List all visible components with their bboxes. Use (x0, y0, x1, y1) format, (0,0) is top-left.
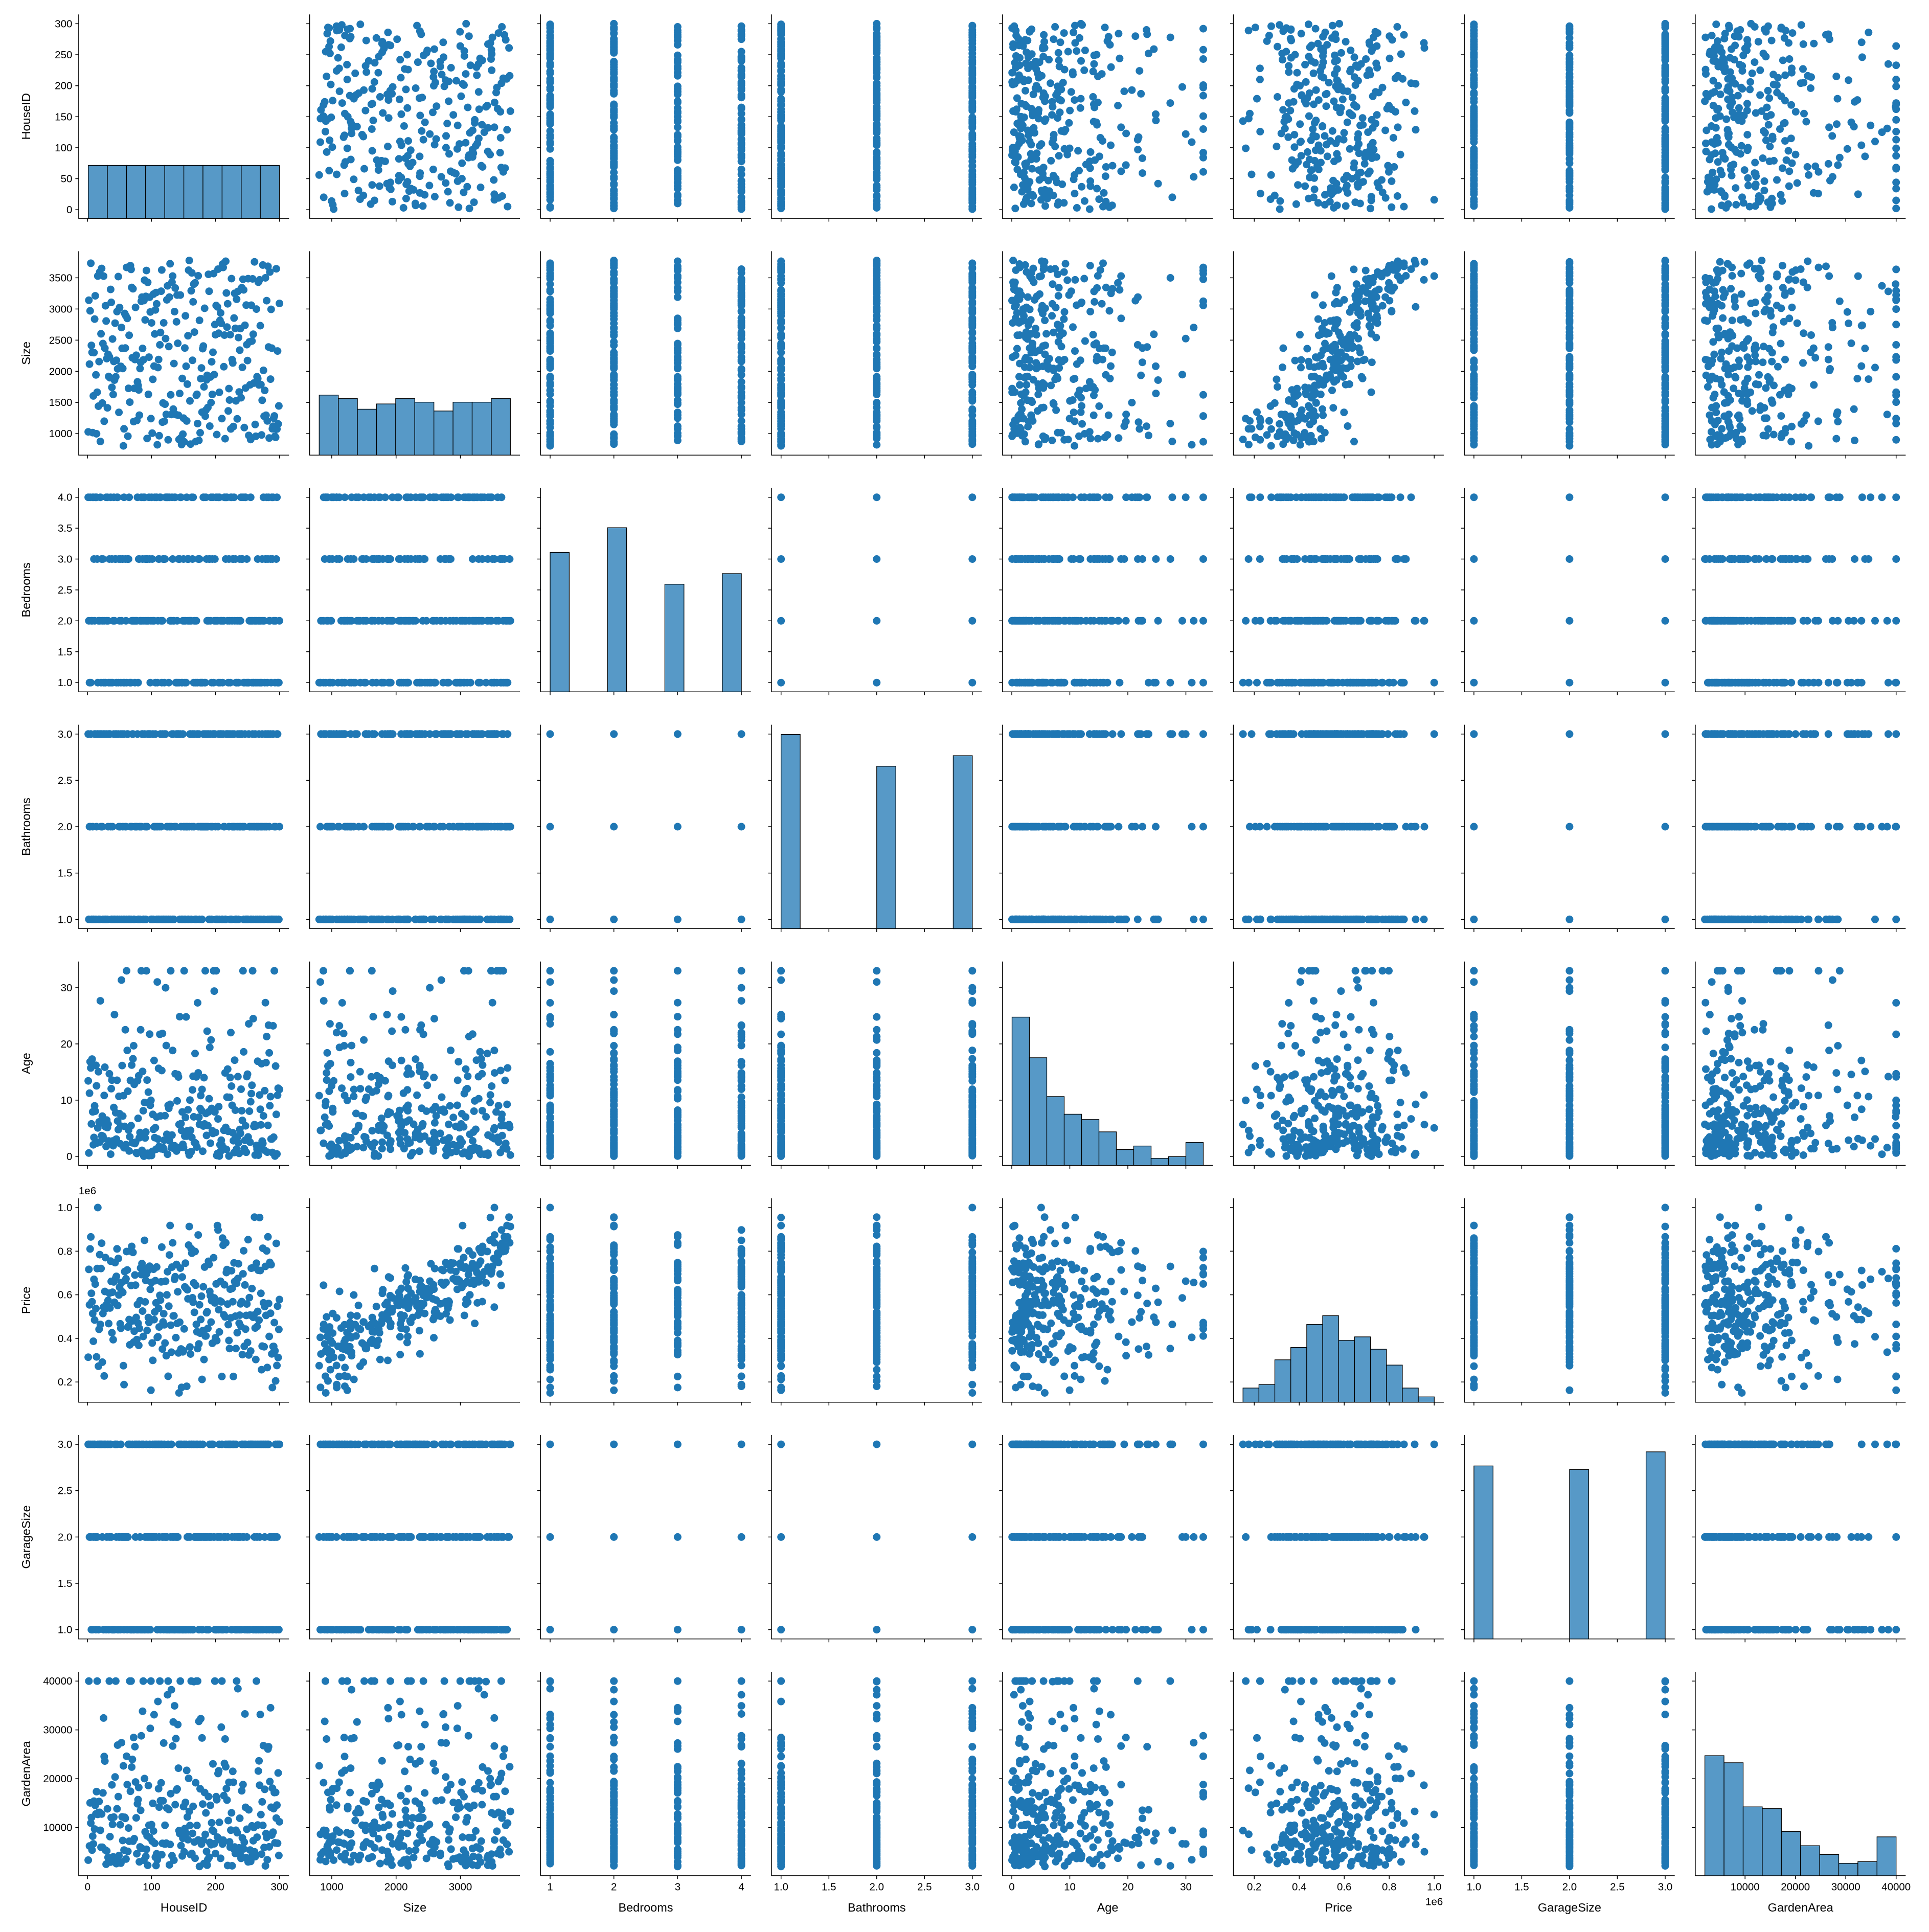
svg-text:150: 150 (55, 111, 72, 123)
svg-text:10: 10 (61, 1095, 73, 1106)
svg-text:2.0: 2.0 (58, 615, 73, 627)
svg-text:HouseID: HouseID (161, 1901, 207, 1914)
svg-text:1.0: 1.0 (1427, 1881, 1442, 1893)
svg-text:1.0: 1.0 (58, 914, 73, 925)
svg-text:3000: 3000 (449, 1881, 472, 1893)
svg-text:3.0: 3.0 (58, 554, 73, 565)
svg-text:30000: 30000 (1831, 1881, 1860, 1893)
svg-text:2.5: 2.5 (917, 1881, 932, 1893)
svg-text:1.0: 1.0 (58, 1624, 73, 1636)
svg-text:2.5: 2.5 (1610, 1881, 1625, 1893)
svg-text:0.4: 0.4 (1292, 1881, 1307, 1893)
svg-text:3.0: 3.0 (58, 729, 73, 740)
svg-text:300: 300 (55, 18, 72, 30)
svg-text:0: 0 (85, 1881, 90, 1893)
svg-text:3: 3 (675, 1881, 680, 1893)
svg-text:0: 0 (1009, 1881, 1014, 1893)
svg-text:1.0: 1.0 (774, 1881, 788, 1893)
svg-text:0: 0 (66, 204, 72, 216)
svg-text:10000: 10000 (43, 1822, 72, 1834)
svg-text:1.5: 1.5 (58, 646, 73, 658)
svg-text:30: 30 (61, 982, 73, 994)
svg-text:3.5: 3.5 (58, 522, 73, 534)
svg-text:1.5: 1.5 (58, 1578, 73, 1589)
svg-text:Bedrooms: Bedrooms (19, 562, 33, 617)
svg-text:3.0: 3.0 (1658, 1881, 1673, 1893)
svg-text:2.0: 2.0 (870, 1881, 884, 1893)
svg-text:1000: 1000 (49, 428, 73, 440)
svg-text:1500: 1500 (49, 397, 73, 408)
svg-text:2.5: 2.5 (58, 1485, 73, 1497)
svg-text:1.0: 1.0 (1467, 1881, 1482, 1893)
svg-text:Size: Size (19, 342, 33, 365)
svg-text:3500: 3500 (49, 272, 73, 284)
svg-text:3.0: 3.0 (965, 1881, 980, 1893)
svg-text:HouseID: HouseID (19, 93, 33, 140)
svg-text:10000: 10000 (1731, 1881, 1760, 1893)
svg-text:Bedrooms: Bedrooms (618, 1901, 673, 1914)
svg-text:Age: Age (19, 1053, 33, 1074)
svg-text:GarageSize: GarageSize (19, 1505, 33, 1569)
svg-text:1.5: 1.5 (58, 868, 73, 879)
svg-text:250: 250 (55, 49, 72, 61)
svg-text:GarageSize: GarageSize (1538, 1901, 1601, 1914)
svg-text:2: 2 (611, 1881, 617, 1893)
svg-text:50: 50 (61, 173, 73, 185)
svg-text:40000: 40000 (43, 1675, 72, 1687)
svg-text:Price: Price (1325, 1901, 1352, 1914)
svg-text:2.0: 2.0 (58, 821, 73, 833)
svg-text:20: 20 (1122, 1881, 1134, 1893)
svg-text:100: 100 (143, 1881, 160, 1893)
svg-text:Size: Size (403, 1901, 426, 1914)
svg-text:20: 20 (61, 1038, 73, 1050)
svg-text:1.5: 1.5 (1514, 1881, 1529, 1893)
svg-text:1.0: 1.0 (58, 1202, 73, 1214)
svg-text:1e6: 1e6 (79, 1185, 96, 1197)
svg-text:GardenArea: GardenArea (19, 1741, 33, 1807)
svg-text:Bathrooms: Bathrooms (19, 798, 33, 856)
svg-text:2.5: 2.5 (58, 775, 73, 786)
svg-text:4.0: 4.0 (58, 492, 73, 504)
svg-text:Price: Price (19, 1287, 33, 1314)
svg-text:3.0: 3.0 (58, 1439, 73, 1450)
svg-text:3000: 3000 (49, 303, 73, 315)
svg-text:0: 0 (66, 1151, 72, 1163)
svg-text:20000: 20000 (1781, 1881, 1810, 1893)
svg-text:2.5: 2.5 (58, 584, 73, 596)
svg-text:2000: 2000 (384, 1881, 408, 1893)
svg-text:4: 4 (738, 1881, 744, 1893)
svg-text:2.0: 2.0 (1562, 1881, 1577, 1893)
svg-text:1000: 1000 (320, 1881, 344, 1893)
svg-text:0.2: 0.2 (58, 1376, 73, 1388)
svg-text:1.5: 1.5 (822, 1881, 836, 1893)
svg-text:1.0: 1.0 (58, 677, 73, 689)
svg-text:10: 10 (1064, 1881, 1076, 1893)
svg-text:40000: 40000 (1881, 1881, 1911, 1893)
svg-text:2000: 2000 (49, 366, 73, 377)
svg-text:0.8: 0.8 (58, 1245, 73, 1257)
svg-text:200: 200 (207, 1881, 224, 1893)
svg-text:2.0: 2.0 (58, 1531, 73, 1543)
svg-text:Age: Age (1097, 1901, 1119, 1914)
svg-text:30000: 30000 (43, 1724, 72, 1736)
svg-text:200: 200 (55, 80, 72, 92)
svg-text:1e6: 1e6 (1425, 1896, 1443, 1907)
svg-text:0.6: 0.6 (1337, 1881, 1352, 1893)
svg-text:100: 100 (55, 142, 72, 154)
svg-text:0.4: 0.4 (58, 1333, 73, 1345)
svg-text:0.6: 0.6 (58, 1289, 73, 1301)
svg-text:300: 300 (270, 1881, 288, 1893)
svg-text:GardenArea: GardenArea (1768, 1901, 1834, 1914)
svg-text:0.8: 0.8 (1382, 1881, 1397, 1893)
svg-text:0.2: 0.2 (1247, 1881, 1262, 1893)
svg-text:20000: 20000 (43, 1773, 72, 1785)
svg-text:Bathrooms: Bathrooms (848, 1901, 906, 1914)
svg-text:30: 30 (1180, 1881, 1192, 1893)
svg-text:1: 1 (547, 1881, 553, 1893)
svg-text:2500: 2500 (49, 334, 73, 346)
